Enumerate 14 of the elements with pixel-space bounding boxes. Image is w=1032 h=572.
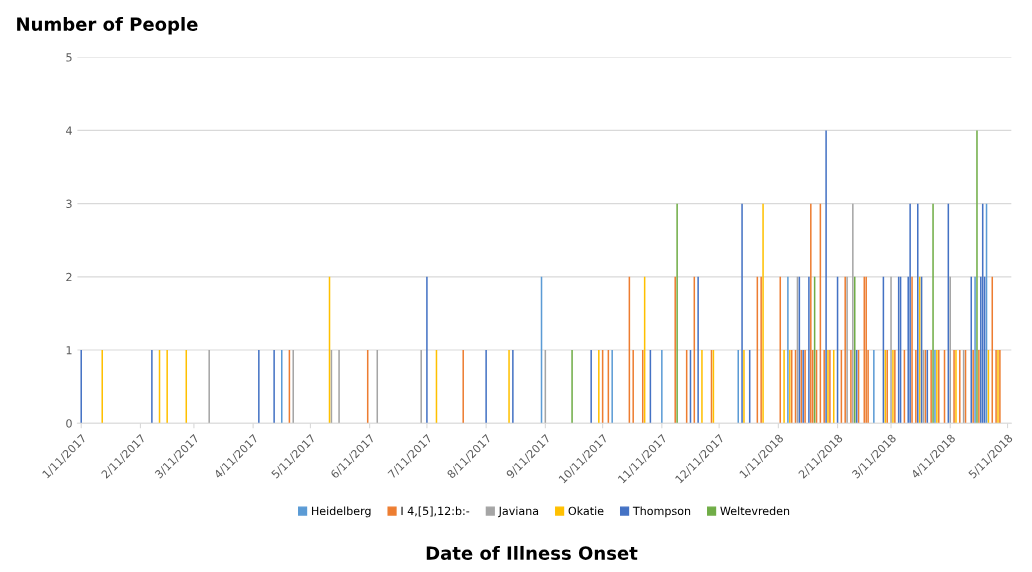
x-axis-title: Date of Illness Onset xyxy=(426,545,638,560)
y-tick-label: 0 xyxy=(66,419,72,428)
legend-label: Thompson xyxy=(632,506,691,518)
y-tick-label: 4 xyxy=(66,126,72,135)
y-tick-label: 1 xyxy=(66,346,72,355)
legend-label: Heidelberg xyxy=(312,506,371,518)
y-tick-label: 5 xyxy=(66,53,72,62)
legend-label: Okatie xyxy=(568,506,604,516)
legend-label: Javiana xyxy=(498,506,539,518)
y-axis-title: Number of People xyxy=(17,17,198,35)
y-tick-label: 3 xyxy=(66,199,72,209)
legend-label: Weltevreden xyxy=(720,506,790,516)
legend-label: I 4,[5],12:b:- xyxy=(401,506,470,517)
y-tick-label: 2 xyxy=(66,272,72,282)
